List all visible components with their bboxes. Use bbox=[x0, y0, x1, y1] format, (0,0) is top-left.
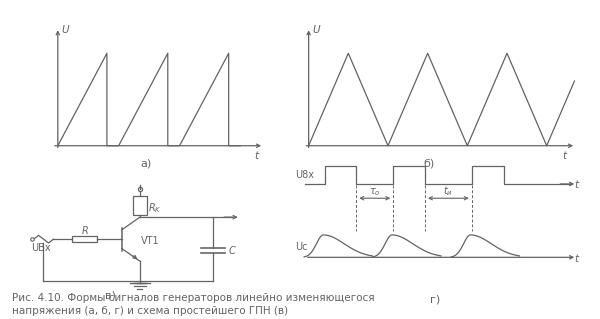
Text: $t_и$: $t_и$ bbox=[443, 185, 454, 198]
Text: R: R bbox=[81, 226, 88, 236]
Text: t: t bbox=[575, 254, 579, 264]
Text: VT1: VT1 bbox=[141, 236, 160, 246]
Text: U8х: U8х bbox=[295, 170, 314, 180]
Text: в): в) bbox=[106, 291, 116, 301]
Text: Uс: Uс bbox=[295, 242, 308, 252]
Text: Рис. 4.10. Формы сигналов генераторов линейно изменяющегося
напряжения (а, б, г): Рис. 4.10. Формы сигналов генераторов ли… bbox=[12, 293, 374, 316]
Text: t: t bbox=[575, 180, 579, 189]
Text: t: t bbox=[562, 151, 566, 161]
Text: t: t bbox=[254, 151, 259, 161]
Text: г): г) bbox=[430, 294, 440, 304]
Text: $R_K$: $R_K$ bbox=[148, 201, 162, 215]
Text: б): б) bbox=[424, 158, 435, 168]
Bar bbox=[72, 236, 97, 242]
Text: U: U bbox=[62, 25, 70, 35]
Text: UВх: UВх bbox=[31, 243, 50, 253]
Text: $\tau_o$: $\tau_o$ bbox=[369, 187, 380, 198]
Text: а): а) bbox=[140, 158, 152, 168]
Text: C: C bbox=[228, 246, 235, 256]
Bar bbox=[133, 196, 147, 215]
Text: U: U bbox=[312, 25, 320, 35]
